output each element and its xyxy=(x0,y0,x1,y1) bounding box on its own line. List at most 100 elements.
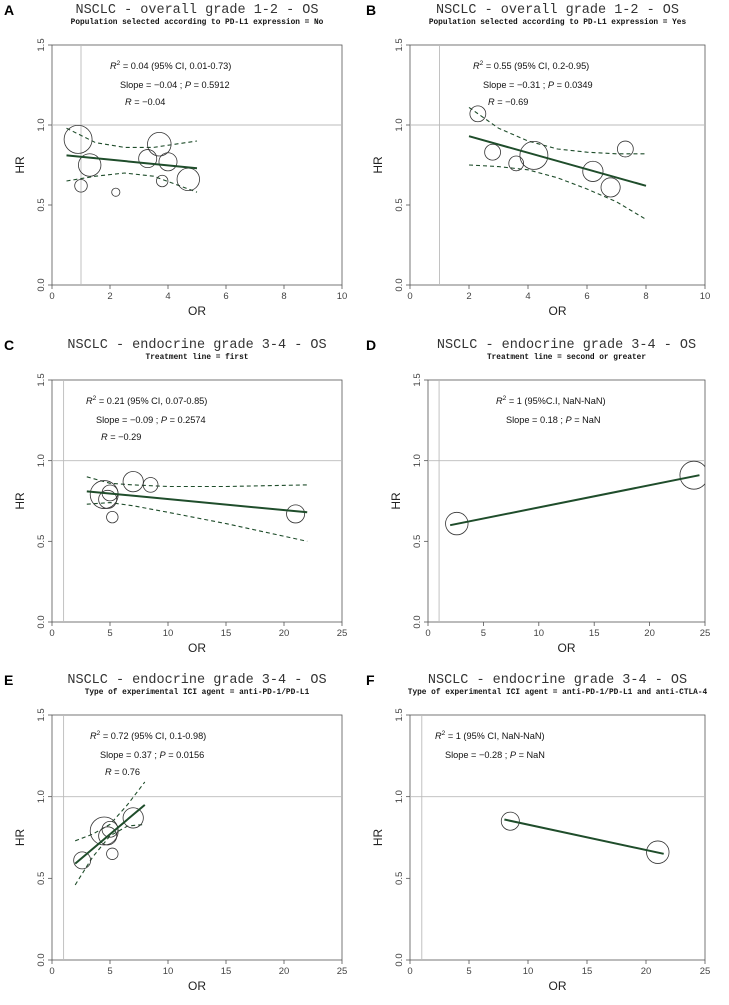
ci-lower-line xyxy=(74,823,145,886)
stat-r2: R2 = 0.72 (95% CI, 0.1-0.98) xyxy=(90,730,206,741)
x-tick-label: 5 xyxy=(466,966,471,977)
panel-d: D NSCLC - endocrine grade 3-4 - OS Treatme… xyxy=(362,335,729,665)
stat-slope: Slope = 0.18 ; P = NaN xyxy=(506,415,601,425)
y-axis-label: HR xyxy=(371,156,385,174)
y-tick-label: 1.5 xyxy=(36,708,47,721)
y-tick-label: 0.0 xyxy=(36,615,47,628)
stat-slope: Slope = 0.37 ; P = 0.0156 xyxy=(100,750,204,760)
plot-area xyxy=(468,105,647,220)
chart-subtitle: Type of experimental ICI agent = anti-PD… xyxy=(408,689,708,697)
x-tick-label: 10 xyxy=(163,628,174,639)
y-tick-label: 0.0 xyxy=(394,278,405,291)
x-tick-label: 2 xyxy=(466,291,471,302)
x-tick-label: 5 xyxy=(481,628,486,639)
panel-letter: D xyxy=(366,337,376,353)
chart-subtitle: Population selected according to PD-L1 e… xyxy=(429,19,687,27)
study-point xyxy=(519,140,549,170)
stat-r2: R2 = 0.55 (95% CI, 0.2-0.95) xyxy=(473,60,589,71)
stat-r: R = −0.04 xyxy=(125,97,165,107)
study-point xyxy=(147,131,172,157)
x-tick-label: 10 xyxy=(534,628,545,639)
x-tick-label: 10 xyxy=(163,966,174,977)
x-tick-label: 0 xyxy=(49,628,54,639)
chart-title: NSCLC - endocrine grade 3-4 - OS xyxy=(67,338,326,353)
regression-line xyxy=(504,818,664,855)
x-tick-label: 6 xyxy=(584,291,589,302)
x-tick-label: 4 xyxy=(165,291,170,302)
x-axis-label: OR xyxy=(558,641,576,655)
plot-area xyxy=(500,811,670,864)
ci-upper-line xyxy=(66,127,198,148)
y-axis-label: HR xyxy=(13,829,27,847)
plot-box xyxy=(51,379,343,623)
chart-svg-d: D NSCLC - endocrine grade 3-4 - OSTreatme… xyxy=(366,337,710,655)
study-point xyxy=(106,847,119,860)
panel-f: F NSCLC - endocrine grade 3-4 - OS Type of… xyxy=(362,670,729,1005)
y-tick-label: 0.5 xyxy=(36,535,47,548)
x-tick-label: 15 xyxy=(221,966,232,977)
y-tick-label: 1.0 xyxy=(36,790,47,803)
chart-subtitle: Treatment line = second or greater xyxy=(487,354,646,362)
x-tick-label: 10 xyxy=(523,966,534,977)
study-point xyxy=(138,149,158,169)
y-tick-label: 0.0 xyxy=(412,615,423,628)
study-point xyxy=(176,167,200,192)
study-point xyxy=(156,174,169,188)
study-point xyxy=(500,811,520,831)
y-tick-label: 1.0 xyxy=(36,454,47,467)
study-point xyxy=(617,140,634,158)
y-tick-label: 1.5 xyxy=(36,373,47,386)
x-tick-label: 15 xyxy=(582,966,593,977)
chart-subtitle: Population selected according to PD-L1 e… xyxy=(71,19,324,27)
x-axis-label: OR xyxy=(188,304,206,318)
panel-letter: B xyxy=(366,2,376,18)
stat-r2: R2 = 0.21 (95% CI, 0.07-0.85) xyxy=(86,395,207,406)
study-point xyxy=(101,820,119,838)
plot-box xyxy=(51,714,343,961)
stat-r: R = −0.69 xyxy=(488,97,528,107)
plot-area xyxy=(63,124,200,197)
panel-c: C NSCLC - endocrine grade 3-4 - OS Treatme… xyxy=(0,335,360,665)
study-point xyxy=(582,160,604,182)
x-tick-label: 15 xyxy=(221,628,232,639)
x-tick-label: 25 xyxy=(337,628,348,639)
study-point xyxy=(106,510,119,524)
x-tick-label: 0 xyxy=(407,966,412,977)
stat-r: R = −0.29 xyxy=(101,432,141,442)
ci-lower-line xyxy=(468,164,647,220)
ci-lower-line xyxy=(66,172,198,193)
regression-line xyxy=(74,804,146,865)
y-tick-label: 0.5 xyxy=(394,198,405,211)
study-point xyxy=(63,124,93,154)
plot-box xyxy=(409,44,706,286)
y-tick-label: 0.0 xyxy=(394,953,405,966)
panel-letter: F xyxy=(366,672,375,688)
plot-box xyxy=(427,379,706,623)
plot-area xyxy=(445,460,705,536)
y-tick-label: 0.0 xyxy=(36,953,47,966)
x-tick-label: 0 xyxy=(49,291,54,302)
y-tick-label: 1.5 xyxy=(412,373,423,386)
study-point xyxy=(89,816,119,846)
y-tick-label: 1.5 xyxy=(394,38,405,51)
study-point xyxy=(679,460,705,490)
plot-box xyxy=(51,44,343,286)
panel-letter: A xyxy=(4,2,14,18)
x-tick-label: 20 xyxy=(279,628,290,639)
y-tick-label: 0.0 xyxy=(36,278,47,291)
x-tick-label: 8 xyxy=(643,291,648,302)
stat-r: R = 0.76 xyxy=(105,767,140,777)
study-point xyxy=(469,105,487,123)
stat-r2: R2 = 1 (95%C.I, NaN-NaN) xyxy=(496,395,606,406)
x-axis-label: OR xyxy=(549,979,567,993)
study-point xyxy=(122,807,144,829)
y-tick-label: 1.0 xyxy=(394,118,405,131)
y-tick-label: 1.0 xyxy=(394,790,405,803)
study-point xyxy=(142,477,159,493)
study-point xyxy=(98,826,118,846)
regression-line xyxy=(449,474,700,527)
plot-box xyxy=(409,714,706,961)
x-tick-label: 5 xyxy=(107,628,112,639)
